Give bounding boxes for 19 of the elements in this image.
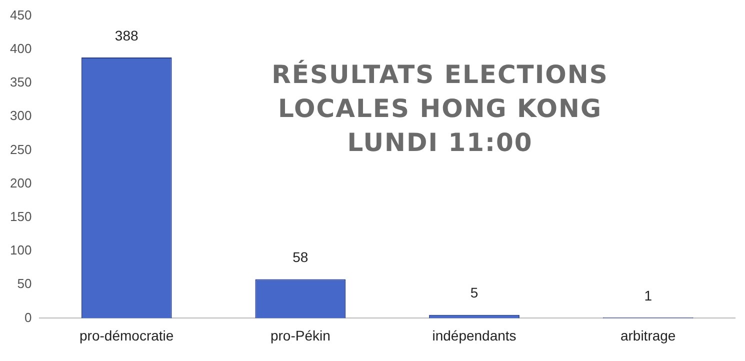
data-label: 58 — [292, 249, 308, 266]
y-tick-label: 300 — [10, 108, 32, 124]
y-tick-label: 400 — [10, 40, 32, 56]
y-tick-label: 250 — [10, 142, 32, 157]
y-tick-label: 100 — [10, 242, 32, 258]
data-label: 388 — [114, 27, 138, 44]
x-tick-label: indépendants — [432, 327, 516, 344]
data-label: 1 — [644, 287, 652, 304]
x-tick-label: pro-démocratie — [80, 327, 174, 344]
y-tick-label: 200 — [10, 175, 32, 190]
y-tick-label: 50 — [17, 276, 32, 292]
x-tick-label: pro-Pékin — [270, 327, 330, 344]
x-tick-label: arbitrage — [620, 327, 676, 344]
y-tick-label: 350 — [10, 74, 32, 90]
y-tick-label: 0 — [24, 310, 32, 325]
text: RÉSULTATS ELECTIONS LOCALES HONG KONG LUNDI 11:00 — [270, 58, 610, 159]
y-tick-label: 150 — [10, 208, 32, 224]
data-label: 5 — [470, 284, 478, 301]
y-tick-label: 450 — [10, 7, 32, 22]
